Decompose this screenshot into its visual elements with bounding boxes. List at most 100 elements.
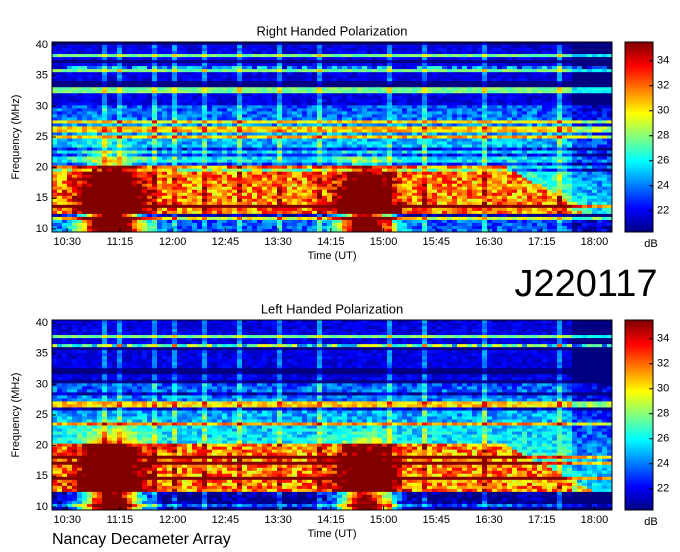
spectrogram-cell: [377, 153, 383, 157]
spectrogram-cell: [367, 84, 373, 88]
spectrogram-cell: [567, 48, 573, 52]
spectrogram-cell: [527, 69, 533, 73]
spectrogram-cell: [462, 135, 468, 139]
spectrogram-cell: [202, 102, 208, 106]
spectrogram-cell: [412, 90, 418, 94]
spectrogram-cell: [352, 168, 358, 172]
spectrogram-cell: [477, 69, 483, 73]
spectrogram-cell: [317, 42, 323, 46]
spectrogram-cell: [592, 159, 598, 163]
spectrogram-cell: [152, 66, 158, 70]
spectrogram-cell: [67, 42, 73, 46]
spectrogram-cell: [227, 78, 233, 82]
spectrogram-cell: [427, 129, 433, 133]
spectrogram-cell: [222, 72, 228, 76]
spectrogram-cell: [117, 123, 123, 127]
spectrogram-cell: [452, 63, 458, 67]
spectrogram-cell: [442, 93, 448, 97]
spectrogram-cell: [507, 48, 513, 52]
spectrogram-cell: [292, 51, 298, 55]
spectrogram-cell: [327, 111, 333, 115]
spectrogram-cell: [147, 171, 153, 175]
spectrogram-cell: [307, 114, 313, 118]
spectrogram-cell: [202, 84, 208, 88]
spectrogram-cell: [392, 117, 398, 121]
spectrogram-cell: [242, 168, 248, 172]
spectrogram-cell: [167, 96, 173, 100]
spectrogram-cell: [532, 72, 538, 76]
spectrogram-cell: [297, 102, 303, 106]
spectrogram-cell: [587, 162, 593, 166]
spectrogram-cell: [177, 69, 183, 73]
spectrogram-cell: [467, 48, 473, 52]
spectrogram-cell: [52, 84, 58, 88]
spectrogram-cell: [402, 171, 408, 175]
spectrogram-cell: [582, 135, 588, 139]
spectrogram-cell: [67, 150, 73, 154]
footer: Nancay Decameter Array: [52, 531, 231, 548]
spectrogram-cell: [142, 96, 148, 100]
spectrogram-cell: [607, 123, 613, 127]
spectrogram-cell: [367, 159, 373, 163]
spectrogram-cell: [272, 87, 278, 91]
spectrogram-cell: [482, 144, 488, 148]
spectrogram-cell: [477, 168, 483, 172]
spectrogram-cell: [362, 75, 368, 79]
spectrogram-cell: [102, 57, 108, 61]
spectrogram-cell: [157, 129, 163, 133]
spectrogram-cell: [202, 138, 208, 142]
spectrogram-cell: [337, 129, 343, 133]
spectrogram-cell: [532, 129, 538, 133]
spectrogram-cell: [152, 102, 158, 106]
spectrogram-cell: [587, 132, 593, 136]
spectrogram-cell: [552, 69, 558, 73]
spectrogram-cell: [357, 174, 363, 179]
spectrogram-cell: [377, 81, 383, 85]
spectrogram-cell: [442, 129, 448, 133]
spectrogram-cell: [397, 51, 403, 55]
spectrogram-cell: [577, 147, 583, 151]
spectrogram-cell: [347, 138, 353, 142]
spectrogram-cell: [267, 165, 273, 169]
spectrogram-cell: [347, 66, 353, 70]
spectrogram-cell: [322, 159, 328, 163]
spectrogram-cell: [422, 63, 428, 67]
spectrogram-cell: [532, 168, 538, 172]
spectrogram-cell: [602, 150, 608, 154]
spectrogram-cell: [507, 126, 513, 130]
spectrogram-cell: [262, 129, 268, 133]
spectrogram-cell: [222, 66, 228, 70]
spectrogram-cell: [197, 129, 203, 133]
spectrogram-cell: [52, 114, 58, 118]
spectrogram-cell: [527, 171, 533, 175]
spectrogram-cell: [437, 48, 443, 52]
spectrogram-cell: [352, 96, 358, 100]
spectrogram-cell: [72, 54, 78, 58]
spectrogram-cell: [242, 90, 248, 94]
spectrogram-cell: [497, 129, 503, 133]
spectrogram-cell: [552, 114, 558, 118]
spectrogram-cell: [527, 147, 533, 151]
spectrogram-cell: [172, 42, 178, 46]
spectrogram-cell: [472, 129, 478, 133]
spectrogram-cell: [532, 126, 538, 130]
spectrogram-cell: [222, 132, 228, 136]
spectrogram-cell: [257, 105, 263, 109]
spectrogram-cell: [267, 144, 273, 148]
spectrogram-cell: [467, 51, 473, 55]
spectrogram-cell: [112, 111, 118, 115]
spectrogram-cell: [592, 108, 598, 112]
spectrogram-cell: [302, 132, 308, 136]
spectrogram-cell: [397, 72, 403, 76]
spectrogram-cell: [292, 135, 298, 139]
spectrogram-cell: [382, 42, 388, 46]
spectrogram-cell: [497, 153, 503, 157]
spectrogram-cell: [407, 81, 413, 85]
spectrogram-cell: [332, 120, 338, 124]
spectrogram-cell: [492, 165, 498, 169]
spectrogram-cell: [572, 84, 578, 88]
spectrogram-cell: [287, 174, 293, 179]
spectrogram-cell: [297, 48, 303, 52]
spectrogram-cell: [82, 129, 88, 133]
spectrogram-cell: [382, 162, 388, 166]
